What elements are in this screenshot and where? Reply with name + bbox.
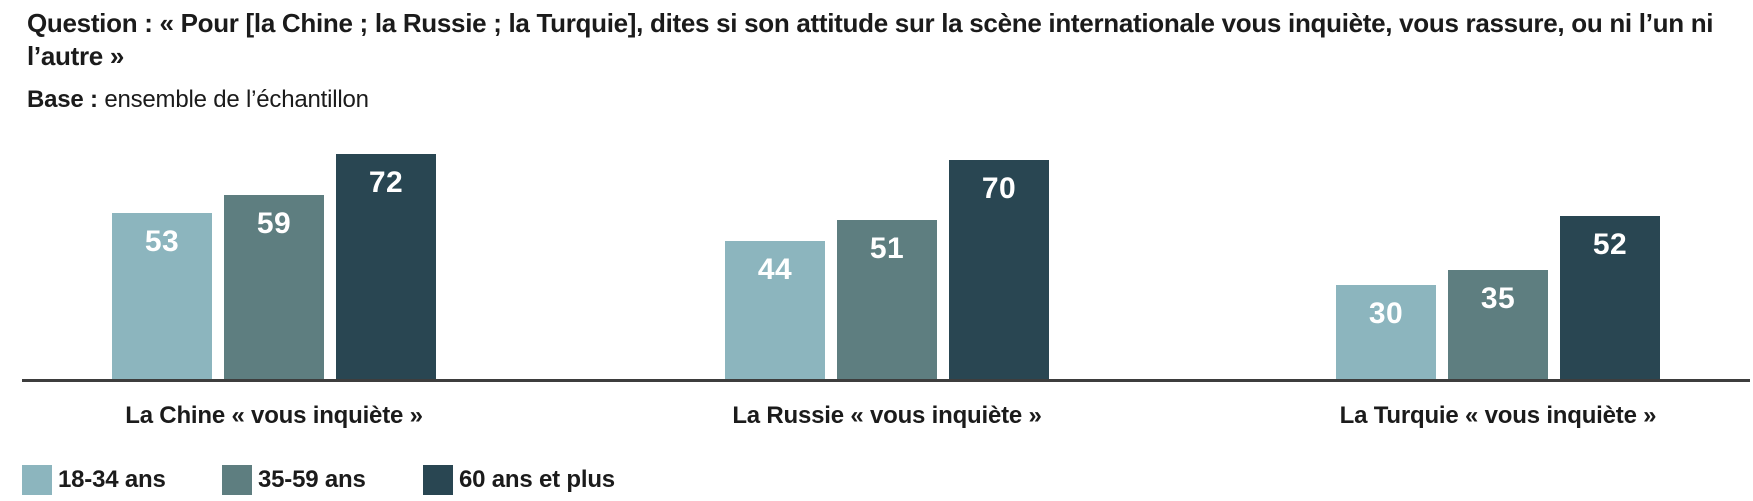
base-label: Base : xyxy=(27,86,98,113)
bar-group: 30 35 52 xyxy=(1336,120,1660,379)
question-text: « Pour [la Chine ; la Russie ; la Turqui… xyxy=(27,8,1714,72)
bar: 51 xyxy=(837,220,937,379)
category-label: La Chine « vous inquiète » xyxy=(125,402,423,429)
bar: 70 xyxy=(949,160,1049,379)
legend-item: 35-59 ans xyxy=(222,465,366,495)
legend-label: 60 ans et plus xyxy=(459,466,615,493)
bar: 52 xyxy=(1560,216,1660,379)
bar: 72 xyxy=(336,154,436,379)
bar-value-label: 44 xyxy=(757,253,793,286)
bar: 53 xyxy=(112,213,212,379)
bar: 44 xyxy=(725,241,825,379)
legend-swatch xyxy=(222,465,252,495)
plot-area: 53 59 72 44 51 70 30 35 52 xyxy=(22,120,1750,382)
question-label: Question : xyxy=(27,8,153,38)
bar: 30 xyxy=(1336,285,1436,379)
bar: 35 xyxy=(1448,270,1548,379)
bar: 59 xyxy=(224,195,324,379)
bar-value-label: 52 xyxy=(1592,228,1628,261)
base-text: ensemble de l’échantillon xyxy=(104,86,369,113)
chart-question-title: Question : « Pour [la Chine ; la Russie … xyxy=(27,7,1753,73)
category-label: La Turquie « vous inquiète » xyxy=(1339,402,1657,429)
legend-label: 18-34 ans xyxy=(58,466,166,493)
bar-value-label: 51 xyxy=(869,232,905,265)
chart-base-subtitle: Base : ensemble de l’échantillon xyxy=(27,86,369,114)
bar-group: 53 59 72 xyxy=(112,120,436,379)
bar-group: 44 51 70 xyxy=(725,120,1049,379)
legend-swatch xyxy=(423,465,453,495)
bar-value-label: 35 xyxy=(1480,282,1516,315)
bar-value-label: 59 xyxy=(256,207,292,240)
legend-item: 60 ans et plus xyxy=(423,465,615,495)
legend-swatch xyxy=(22,465,52,495)
bar-value-label: 30 xyxy=(1368,297,1404,330)
category-label: La Russie « vous inquiète » xyxy=(732,402,1042,429)
bar-value-label: 53 xyxy=(144,225,180,258)
legend-item: 18-34 ans xyxy=(22,465,166,495)
bar-value-label: 70 xyxy=(981,172,1017,205)
legend-label: 35-59 ans xyxy=(258,466,366,493)
bar-value-label: 72 xyxy=(368,166,404,199)
